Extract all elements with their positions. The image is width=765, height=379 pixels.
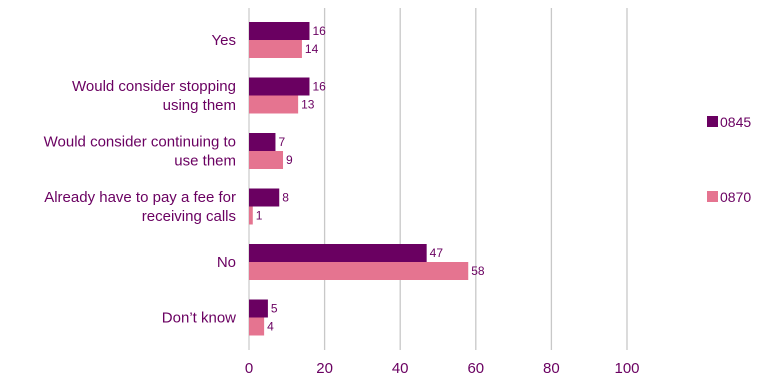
category-label-line: Yes [212,32,236,49]
x-tick-label: 20 [316,360,333,377]
data-label: 1 [256,209,263,223]
x-tick-label: 80 [543,360,560,377]
x-tick-label: 100 [614,360,639,377]
data-label: 14 [305,42,319,56]
category-label: Yes [212,32,236,49]
data-label: 7 [278,135,285,149]
x-tick-label: 0 [245,360,253,377]
bar-0870 [249,40,302,58]
category-label: Already have to pay a fee for receiving c… [44,189,236,225]
category-label-line: use them [174,153,236,170]
legend-label: 0870 [720,189,751,205]
data-labels: 16 14 16 13 79 8 1 47 58 5 4 [256,24,485,334]
legend: 0845 0870 [707,114,751,205]
data-label: 47 [430,246,444,260]
category-label-line: No [217,254,236,271]
bars [249,22,469,336]
category-label-line: Would consider continuing to [44,134,236,151]
category-label-line: Already have to pay a fee for [44,189,236,206]
x-tick-label: 40 [392,360,409,377]
data-label: 13 [301,98,315,112]
data-label: 5 [271,302,278,316]
bar-0845 [249,244,427,262]
bar-0870 [249,317,265,336]
category-label: Would consider stopping using them [72,78,236,114]
category-label-line: receiving calls [142,208,236,225]
bar-0870 [249,262,469,280]
legend-swatch [707,116,718,127]
bar-0870 [249,206,253,225]
gridlines [248,8,628,350]
category-label: Would consider continuing to use them [44,134,236,170]
x-tick-label: 60 [467,360,484,377]
bar-0870 [249,151,284,169]
data-label: 9 [286,153,293,167]
category-label: Don’t know [162,310,236,327]
data-label: 4 [267,320,274,334]
bar-0845 [249,77,310,96]
bar-0845 [249,299,268,318]
data-label: 8 [282,191,289,205]
legend-label: 0845 [720,114,751,130]
bar-0870 [249,95,299,114]
category-label-line: Don’t know [162,310,236,327]
bar-0845 [249,22,310,40]
category-label-line: using them [163,97,236,114]
legend-swatch [707,191,718,202]
category-label: No [217,254,236,271]
bar-0845 [249,188,280,207]
bar-0845 [249,133,276,151]
x-axis-ticks: 0 20 40 60 80 100 [245,360,640,377]
category-label-line: Would consider stopping [72,78,236,95]
data-label: 16 [312,24,326,38]
data-label: 16 [312,80,326,94]
data-label: 58 [471,264,485,278]
